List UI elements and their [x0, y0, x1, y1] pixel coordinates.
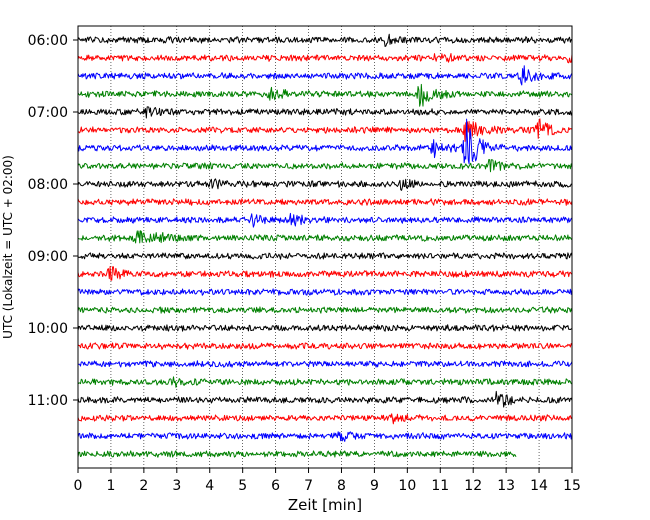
y-tick-label: 11:00 [28, 393, 68, 409]
trace-row [77, 33, 573, 47]
x-tick-label: 15 [563, 478, 581, 494]
trace-row [77, 342, 573, 350]
x-tick-label: 9 [370, 478, 379, 494]
trace-row [77, 266, 573, 281]
x-tick-label: 2 [139, 478, 148, 494]
trace-row [77, 376, 573, 388]
x-tick-label: 12 [464, 478, 482, 494]
trace-row [77, 178, 573, 191]
trace-row [77, 159, 573, 173]
x-tick-label: 10 [398, 478, 416, 494]
trace-row [77, 306, 573, 314]
trace-row [77, 450, 517, 458]
trace-row [77, 431, 573, 442]
x-tick-label: 4 [205, 478, 214, 494]
x-axis: 0 1 2 3 4 5 6 7 8 9 10 11 12 13 14 15 [74, 468, 581, 494]
x-tick-label: 11 [431, 478, 449, 494]
x-tick-label: 3 [172, 478, 181, 494]
trace-row [77, 212, 573, 228]
y-tick-label: 06:00 [28, 33, 68, 49]
x-tick-label: 5 [238, 478, 247, 494]
x-tick-label: 0 [74, 478, 83, 494]
trace-row [77, 106, 573, 119]
trace-row [77, 83, 573, 107]
y-axis: 06:00 07:00 08:00 09:00 10:00 11:00 [28, 33, 78, 409]
x-tick-label: 7 [304, 478, 313, 494]
y-tick-label: 10:00 [28, 321, 68, 337]
y-tick-label: 07:00 [28, 105, 68, 121]
y-tick-label: 08:00 [28, 177, 68, 193]
trace-row [77, 390, 573, 408]
seismogram-traces [77, 33, 573, 458]
trace-row [77, 65, 573, 86]
trace-row [77, 413, 573, 425]
x-axis-label: Zeit [min] [288, 496, 362, 514]
trace-row [77, 252, 573, 260]
trace-row [77, 198, 573, 206]
x-tick-label: 14 [530, 478, 548, 494]
trace-row [77, 52, 573, 64]
x-tick-label: 6 [271, 478, 280, 494]
y-tick-label: 09:00 [28, 249, 68, 265]
x-tick-label: 8 [337, 478, 346, 494]
y-axis-label: UTC (Lokalzeit = UTC + 02:00) [1, 155, 15, 339]
trace-row [77, 324, 573, 332]
trace-row [77, 118, 573, 165]
x-tick-label: 13 [497, 478, 515, 494]
x-tick-label: 1 [106, 478, 115, 494]
plot-frame [77, 25, 573, 469]
trace-row [77, 288, 573, 296]
trace-row [77, 360, 573, 368]
trace-row [77, 230, 573, 244]
trace-row [77, 118, 573, 142]
